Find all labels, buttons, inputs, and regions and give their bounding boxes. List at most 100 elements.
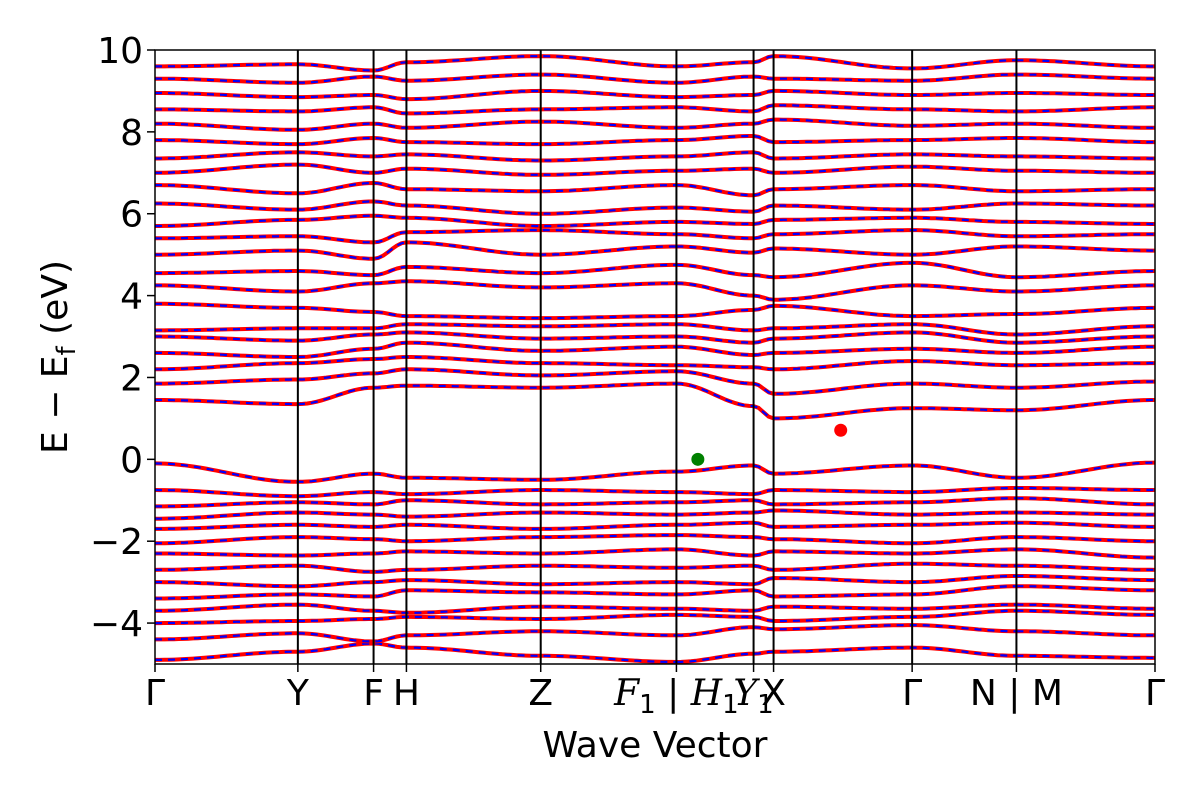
band-35-segment-1-dashed [155, 73, 677, 84]
band-20-segment-2-dashed [676, 323, 1017, 336]
band-18-segment-2-dashed [676, 345, 1017, 357]
band-5-segment-1-solid [155, 588, 677, 601]
band-26-segment-1-dashed [155, 214, 677, 228]
y-tick-label: 8 [120, 113, 143, 154]
band-5-segment-2-dashed [676, 585, 1017, 598]
band-7-segment-1-dashed [155, 564, 677, 573]
band-29-segment-3-dashed [1016, 169, 1155, 174]
band-5-segment-3-dashed [1016, 585, 1155, 592]
band-36-segment-1-dashed [155, 55, 677, 72]
x-tick-label: Y [286, 673, 310, 714]
band-24-segment-2-dashed [676, 245, 1017, 256]
band-3-segment-2-dashed [676, 609, 1017, 623]
band-24-segment-3-dashed [1016, 245, 1155, 252]
band-1-segment-1-dashed [155, 642, 677, 664]
band-17-segment-3-dashed [1016, 362, 1155, 367]
band-6-segment-1-dashed [155, 579, 677, 588]
band-33-segment-2-dashed [676, 104, 1017, 113]
band-10-segment-3-dashed [1016, 521, 1155, 528]
y-axis-ticks: −4 −2 0 2 4 6 8 10 [90, 31, 155, 645]
band-3-segment-1-dashed [155, 613, 677, 625]
band-16-segment-1-dashed [155, 368, 677, 385]
band-35-segment-2-dashed [676, 73, 1017, 84]
band-12-segment-1-dashed [155, 499, 677, 508]
band-32-segment-3-dashed [1016, 122, 1155, 129]
band-12-segment-2-dashed [676, 497, 1017, 506]
band-14-segment-1-dashed [155, 462, 677, 483]
band-4-segment-1-dashed [155, 603, 677, 614]
band-8-segment-1-dashed [155, 548, 677, 557]
band-24-segment-1-solid [155, 240, 677, 261]
band-19-segment-3-dashed [1016, 335, 1155, 344]
band-16-segment-3-dashed [1016, 380, 1155, 389]
band-20-segment-1-dashed [155, 323, 677, 332]
band-11-segment-1-dashed [155, 511, 677, 520]
band-1-segment-3-dashed [1016, 654, 1155, 659]
band-11-segment-3-dashed [1016, 511, 1155, 516]
band-27-segment-2-dashed [676, 202, 1017, 213]
band-11-segment-2-dashed [676, 509, 1017, 516]
band-26-segment-3-dashed [1016, 220, 1155, 226]
y-axis-label: E − Ef (eV) [35, 260, 82, 454]
x-tick-label: F [363, 673, 384, 714]
y-tick-label: 4 [120, 277, 143, 318]
band-15-segment-1-dashed [155, 382, 677, 406]
band-15-segment-2-dashed [676, 382, 1017, 420]
y-tick-label: −2 [90, 522, 143, 563]
band-13-segment-2-dashed [676, 486, 1017, 496]
band-14-segment-2-dashed [676, 464, 1017, 479]
band-9-segment-1-dashed [155, 534, 677, 545]
band-35-segment-3-dashed [1016, 73, 1155, 80]
y-tick-label: −4 [90, 604, 143, 645]
y-tick-label: 10 [97, 31, 143, 72]
plot-frame [154, 49, 1156, 665]
band-15-segment-3-dashed [1016, 398, 1155, 412]
y-axis-label-sub: f [52, 345, 82, 355]
band-4-segment-1-solid [155, 602, 677, 615]
band-34-segment-2-dashed [676, 89, 1017, 99]
band-13-segment-3-dashed [1016, 486, 1155, 492]
band-25-segment-1-dashed [155, 229, 677, 244]
band-23-segment-3-dashed [1016, 269, 1155, 279]
band-33-segment-3-dashed [1016, 106, 1155, 113]
band-9-segment-3-dashed [1016, 536, 1155, 543]
band-27-segment-3-dashed [1016, 202, 1155, 207]
band-1-segment-2-dashed [676, 646, 1017, 664]
band-21-segment-3-dashed [1016, 306, 1155, 316]
band-31-segment-3-dashed [1016, 136, 1155, 144]
band-12-segment-3-dashed [1016, 497, 1155, 506]
band-19-segment-1-dashed [155, 331, 677, 342]
band-34-segment-1-dashed [155, 89, 677, 101]
band-30-segment-2-dashed [676, 151, 1017, 160]
band-6-segment-3-dashed [1016, 574, 1155, 582]
band-26-segment-2-dashed [676, 216, 1017, 226]
x-tick-label: Z [528, 673, 553, 714]
band-30-segment-1-dashed [155, 151, 677, 162]
band-7-segment-3-dashed [1016, 564, 1155, 571]
band-31-segment-2-dashed [676, 134, 1017, 144]
band-33-segment-1-dashed [155, 106, 677, 115]
band-23-segment-1-dashed [155, 263, 677, 277]
band-25-segment-2-dashed [676, 229, 1017, 240]
x-tick-label: F1 | H1 [613, 673, 739, 720]
band-3-segment-3-dashed [1016, 609, 1155, 616]
x-tick-label: Γ [1145, 673, 1165, 714]
x-tick-label: N | M [970, 673, 1063, 714]
band-29-segment-1-dashed [155, 163, 677, 176]
band-4-segment-2-dashed [676, 603, 1017, 612]
x-axis-label: Wave Vector [543, 725, 768, 766]
bands-layer [155, 54, 1155, 664]
high-symmetry-lines [296, 50, 1018, 664]
x-tick-label: Γ [145, 673, 165, 714]
band-14-segment-3-dashed [1016, 461, 1155, 479]
band-10-segment-1-dashed [155, 523, 677, 530]
band-2-segment-3-dashed [1016, 630, 1155, 637]
band-18-segment-1-dashed [155, 341, 677, 359]
y-tick-label: 6 [120, 195, 143, 236]
band-8-segment-3-dashed [1016, 548, 1155, 559]
band-27-segment-1-dashed [155, 200, 677, 215]
band-16-segment-2-solid [676, 369, 1017, 396]
band-10-segment-2-dashed [676, 521, 1017, 528]
band-31-segment-1-dashed [155, 136, 677, 146]
